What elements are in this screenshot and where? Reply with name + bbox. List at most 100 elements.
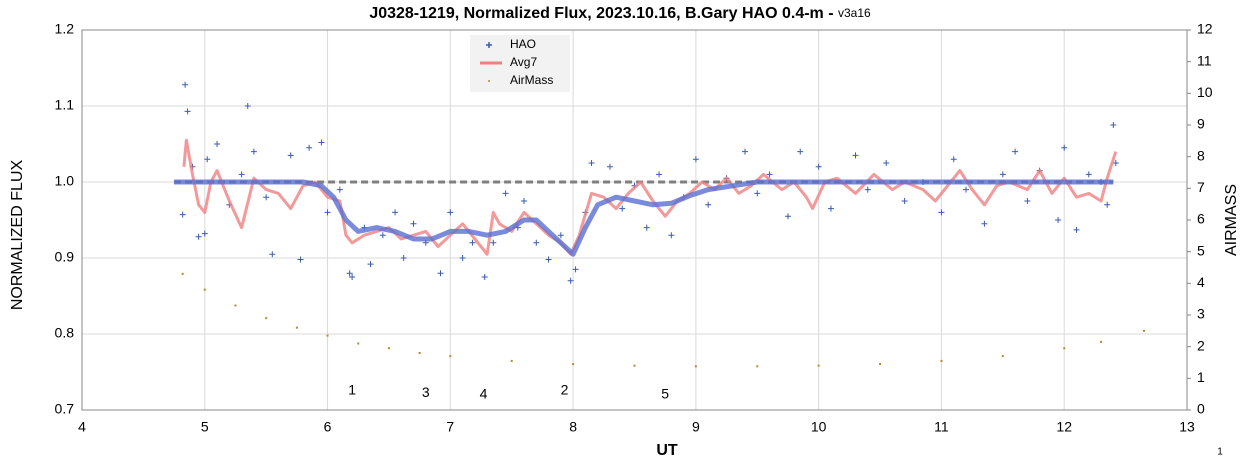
y2-tick-label: 9	[1197, 116, 1205, 132]
data-point	[784, 213, 791, 220]
data-point	[705, 201, 712, 208]
y2-tick-label: 10	[1197, 84, 1213, 100]
data-point	[459, 255, 466, 261]
y2-tick-label: 2	[1197, 337, 1205, 353]
data-point	[346, 270, 353, 277]
data-point	[981, 220, 988, 227]
data-point	[754, 190, 761, 197]
x-axis-label: UT	[656, 442, 678, 459]
data-point	[950, 156, 957, 163]
line-line	[182, 138, 1118, 256]
y-tick-label: 1.1	[55, 97, 75, 113]
x-tick-label: 9	[692, 419, 700, 435]
data-point	[742, 148, 748, 155]
data-point	[643, 224, 650, 231]
data-point	[619, 205, 626, 212]
data-point	[481, 274, 488, 280]
annotation: 2	[561, 382, 569, 398]
data-point	[469, 239, 476, 246]
data-point	[572, 266, 579, 273]
y2-tick-label: 3	[1197, 306, 1205, 322]
data-point	[336, 186, 343, 193]
data-point	[883, 160, 890, 166]
y2-tick-label: 4	[1197, 274, 1205, 290]
y-axis-label: NORMALIZED FLUX	[9, 160, 26, 311]
data-point	[797, 148, 804, 155]
data-point	[195, 233, 202, 240]
legend-label: AirMass	[510, 73, 553, 87]
data-point	[269, 251, 276, 258]
legend-label: HAO	[510, 37, 536, 51]
data-point	[766, 171, 773, 178]
thick-line	[174, 179, 1114, 257]
data-point	[437, 270, 444, 277]
y2-tick-label: 6	[1197, 211, 1205, 227]
data-point	[606, 163, 613, 170]
y-tick-label: 1.2	[55, 21, 75, 37]
data-point	[400, 255, 407, 261]
legend-label: Avg7	[510, 55, 537, 69]
y2-tick-label: 12	[1197, 21, 1213, 37]
data-point	[901, 198, 908, 204]
x-tick-label: 10	[811, 419, 827, 435]
data-point	[182, 81, 189, 88]
x-tick-label: 11	[934, 419, 949, 435]
title-version: v3a16	[838, 6, 871, 20]
data-point	[204, 156, 211, 163]
data-point	[238, 171, 245, 178]
data-point	[656, 171, 663, 178]
data-point	[201, 230, 208, 237]
data-point	[379, 232, 386, 239]
data-point	[1085, 171, 1092, 178]
data-point	[545, 256, 552, 263]
title-main: J0328-1219, Normalized Flux, 2023.10.16,…	[369, 5, 838, 22]
annotation: 5	[661, 386, 669, 402]
data-point	[447, 209, 454, 216]
x-tick-label: 12	[1056, 419, 1072, 435]
y2-tick-label: 8	[1197, 147, 1205, 163]
data-point	[1055, 217, 1062, 223]
data-point	[1012, 148, 1019, 155]
y2-tick-label: 1	[1197, 369, 1205, 385]
data-point	[533, 239, 540, 246]
annotation: 4	[480, 386, 488, 402]
data-point	[1024, 198, 1031, 204]
y-tick-label: 0.9	[55, 249, 75, 265]
data-point	[287, 152, 294, 159]
y-tick-label: 0.8	[55, 325, 75, 341]
y2-tick-label: 0	[1197, 401, 1205, 417]
legend-marker	[486, 42, 492, 48]
y2-tick-label: 11	[1197, 52, 1212, 68]
y2-tick-label: 5	[1197, 242, 1205, 258]
data-point	[567, 277, 574, 284]
annotation: 1	[348, 382, 356, 398]
data-point	[1073, 226, 1080, 233]
y-tick-label: 1.0	[55, 173, 75, 189]
data-point	[244, 103, 251, 109]
x-tick-label: 8	[569, 419, 577, 435]
data-point	[410, 220, 417, 227]
data-point	[588, 160, 595, 166]
data-point	[815, 163, 822, 170]
data-point	[297, 256, 304, 263]
data-point	[938, 209, 945, 216]
data-point	[214, 141, 221, 147]
data-point	[521, 198, 527, 204]
data-point	[349, 274, 356, 280]
data-point	[864, 186, 871, 193]
data-point	[306, 144, 313, 151]
data-point	[502, 190, 509, 197]
data-point	[668, 232, 675, 239]
data-point	[250, 148, 257, 155]
data-point	[1061, 144, 1068, 151]
annotation: 3	[422, 384, 430, 400]
y-tick-label: 0.7	[55, 401, 75, 417]
data-point	[1110, 122, 1117, 128]
x-tick-label: 6	[324, 419, 332, 435]
data-point	[318, 139, 325, 146]
data-point	[1112, 160, 1119, 166]
data-point	[692, 156, 699, 163]
data-point	[490, 239, 497, 246]
page-number: 1	[1217, 447, 1223, 458]
